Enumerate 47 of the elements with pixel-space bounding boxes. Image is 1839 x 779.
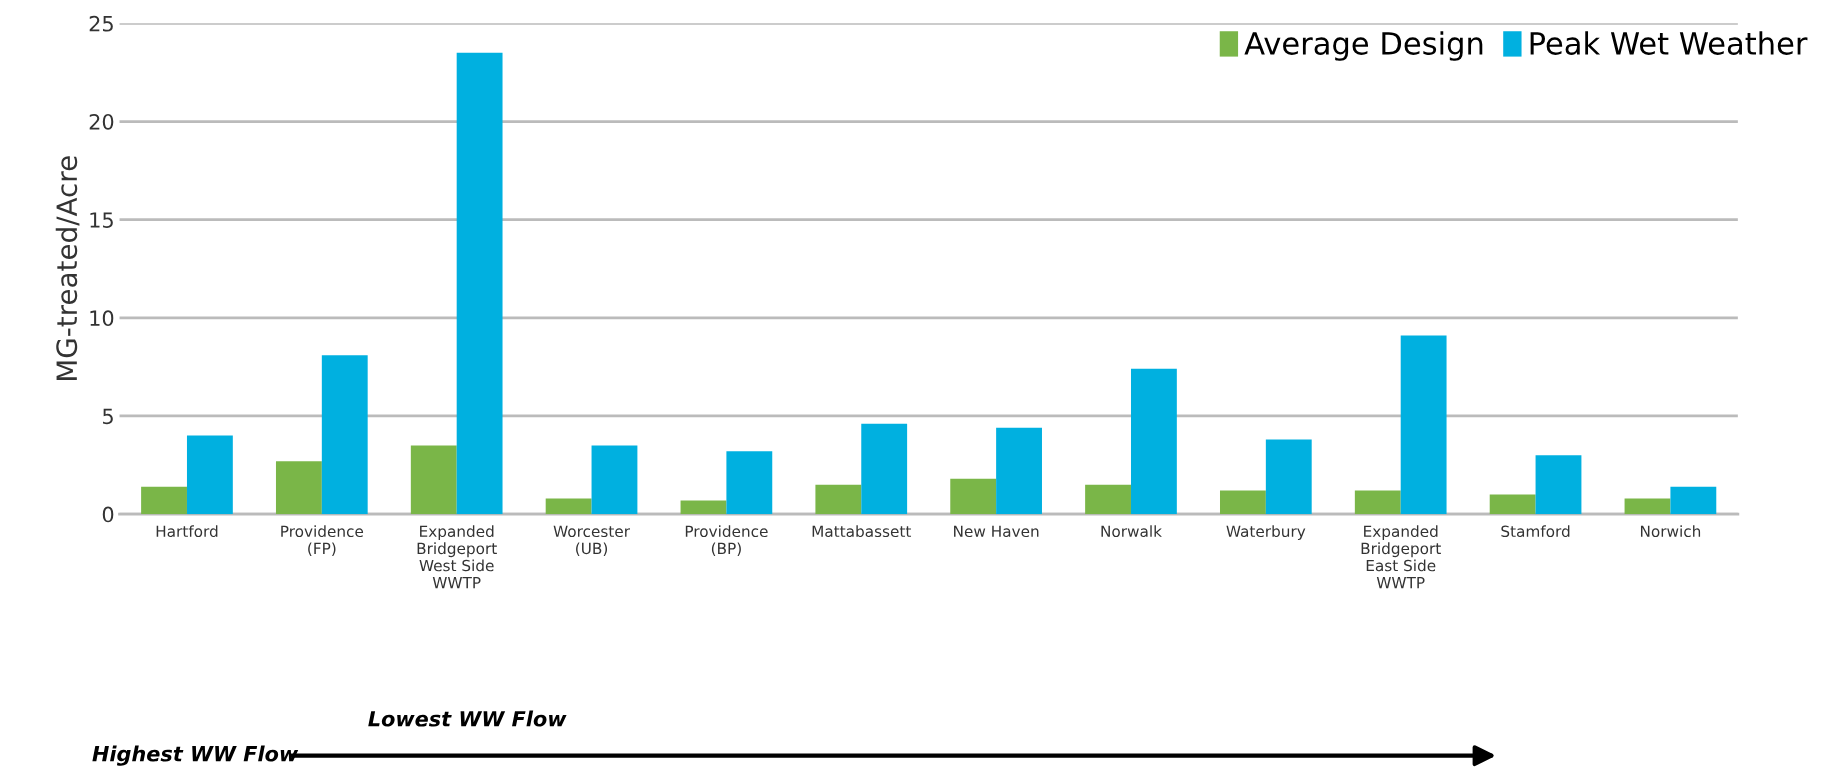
bar [950, 478, 997, 515]
x-tick-label: Hartford [156, 525, 218, 538]
bar [591, 445, 638, 515]
bar [321, 355, 368, 515]
bar [1400, 335, 1447, 515]
bar [1219, 490, 1266, 515]
x-tick-label: Worcester (UB) [553, 525, 631, 556]
x-tick-label: Expanded Bridgeport East Side WWTP [1361, 525, 1441, 589]
legend-label: Average Design [1244, 31, 1483, 61]
x-tick-label: Providence (FP) [281, 525, 364, 556]
y-tick-label: 15 [90, 212, 113, 228]
bar [275, 461, 322, 515]
y-tick-label: 10 [90, 310, 114, 327]
x-tick-label: Waterbury [1226, 525, 1306, 541]
x-tick-label: Expanded Bridgeport West Side WWTP [417, 525, 497, 589]
x-tick-label: Norwich [1640, 525, 1701, 538]
y-tick-label: 5 [103, 408, 113, 425]
bar [996, 427, 1042, 515]
bar [1130, 368, 1177, 515]
bar [1354, 490, 1401, 515]
bar [410, 445, 457, 515]
bar [1265, 439, 1312, 515]
bar [815, 484, 862, 515]
bar [1670, 486, 1717, 515]
bar [726, 451, 773, 515]
bar [1624, 498, 1671, 515]
y-tick-label: 20 [89, 113, 114, 130]
x-tick-label: Providence (BP) [685, 525, 768, 556]
x-tick-label: New Haven [954, 525, 1039, 538]
text: Lowest WW Flow [368, 710, 567, 727]
y-axis-title: MG-treated/Acre [55, 156, 80, 381]
bar [545, 498, 592, 515]
bar [1535, 455, 1582, 515]
bar [186, 435, 233, 515]
x-tick-label: Norwalk [1101, 525, 1162, 538]
bar [141, 486, 187, 515]
y-tick-label: 0 [102, 506, 114, 523]
bar [1085, 484, 1131, 515]
x-tick-label: Mattabassett [812, 525, 912, 538]
bar [861, 423, 908, 515]
bar [1489, 494, 1536, 515]
bar [680, 500, 727, 515]
text: Highest WW Flow [92, 745, 299, 766]
x-tick-label: Stamford [1501, 525, 1570, 538]
y-tick-label: 25 [89, 15, 113, 32]
bar [456, 52, 503, 515]
legend-label: Peak Wet Weather [1530, 31, 1808, 55]
